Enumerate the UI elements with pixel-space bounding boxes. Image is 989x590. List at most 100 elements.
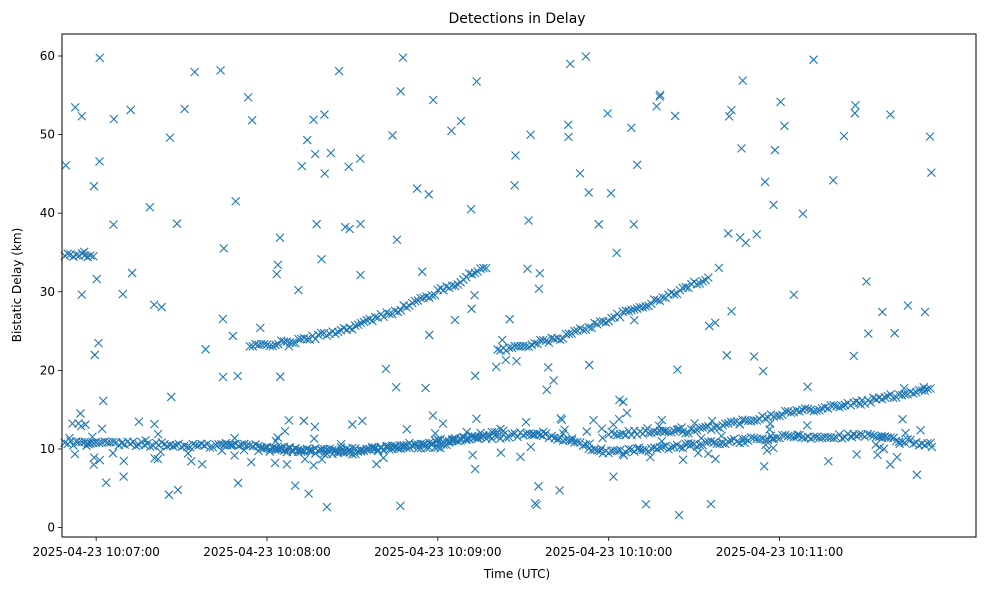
data-point — [885, 460, 895, 469]
data-point — [247, 115, 257, 125]
data-point — [95, 156, 104, 166]
data-point — [398, 53, 408, 63]
data-point — [729, 417, 739, 427]
data-point — [259, 443, 269, 453]
data-point — [291, 338, 300, 348]
data-point — [297, 161, 307, 171]
data-point — [727, 105, 736, 115]
data-point — [575, 324, 585, 333]
data-point — [402, 443, 411, 453]
data-point — [221, 438, 231, 448]
data-point — [160, 439, 169, 449]
data-point — [172, 219, 182, 229]
data-point — [789, 290, 799, 300]
data-point — [652, 427, 662, 437]
data-point — [572, 437, 582, 447]
data-point — [652, 295, 662, 305]
data-point — [218, 314, 228, 324]
data-point — [166, 392, 176, 402]
data-point — [173, 485, 183, 495]
y-tick-label: 30 — [40, 285, 55, 299]
data-point — [866, 430, 876, 440]
data-point — [357, 416, 367, 426]
data-point — [802, 421, 812, 430]
data-point — [92, 274, 102, 284]
data-point — [450, 435, 460, 445]
data-point — [126, 105, 136, 115]
data-point — [741, 238, 751, 248]
data-point — [749, 352, 759, 361]
data-point — [274, 339, 283, 349]
data-point — [134, 417, 144, 427]
data-point — [677, 423, 687, 432]
data-point — [797, 405, 807, 415]
data-point — [88, 251, 98, 261]
data-point — [285, 442, 295, 452]
data-point — [780, 430, 790, 440]
data-point — [645, 452, 655, 462]
data-point — [300, 454, 310, 464]
data-point — [775, 411, 784, 421]
data-point — [391, 382, 401, 392]
data-point — [305, 445, 315, 454]
data-point — [309, 434, 319, 444]
data-point — [892, 452, 902, 462]
data-point — [141, 436, 151, 445]
data-point — [654, 421, 664, 431]
data-point — [906, 435, 915, 445]
data-point — [413, 443, 423, 453]
data-point — [416, 293, 426, 303]
data-point — [157, 302, 167, 312]
data-point — [703, 449, 713, 459]
data-point — [564, 329, 574, 339]
data-point — [79, 247, 89, 257]
data-point — [82, 441, 91, 451]
data-point — [228, 331, 238, 341]
data-point — [218, 372, 228, 382]
data-point — [199, 441, 209, 450]
data-point — [145, 202, 155, 212]
data-point — [118, 289, 128, 299]
data-point — [191, 440, 201, 450]
data-point — [564, 132, 573, 142]
data-point — [353, 320, 363, 330]
x-tick-label: 2025-04-23 10:07:00 — [32, 545, 159, 559]
data-point — [749, 433, 759, 443]
data-point — [795, 407, 804, 416]
data-point — [497, 335, 507, 345]
data-point — [109, 114, 119, 124]
data-point — [188, 439, 198, 449]
data-point — [886, 433, 895, 442]
data-point — [309, 115, 318, 125]
data-point — [759, 461, 769, 471]
data-point — [150, 419, 159, 429]
data-point — [641, 445, 651, 455]
data-point — [372, 459, 381, 469]
data-point — [345, 323, 354, 333]
data-point — [627, 305, 636, 315]
data-point — [752, 229, 762, 239]
data-point — [456, 116, 466, 126]
data-point — [652, 444, 662, 454]
data-point — [714, 263, 724, 273]
data-point — [632, 444, 642, 453]
data-point — [69, 441, 78, 450]
data-point — [673, 365, 682, 374]
data-point — [77, 290, 87, 300]
data-point — [317, 455, 327, 464]
data-point — [737, 143, 746, 153]
data-point — [109, 220, 118, 230]
data-point — [362, 444, 372, 454]
data-point — [382, 442, 391, 452]
data-point — [698, 423, 708, 433]
data-point — [760, 177, 770, 187]
data-point — [505, 314, 515, 324]
data-point — [504, 343, 514, 353]
data-point — [762, 446, 772, 455]
data-point — [205, 443, 215, 452]
data-point — [70, 449, 80, 459]
data-point — [95, 53, 105, 63]
data-point — [350, 321, 360, 331]
data-point — [598, 433, 607, 443]
data-point — [812, 406, 821, 416]
